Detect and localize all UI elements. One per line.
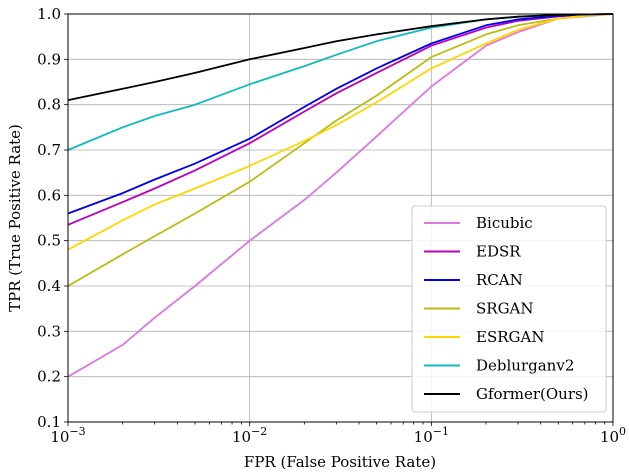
y-tick-label: 0.3	[37, 322, 61, 340]
x-tick-label: 10−3	[50, 425, 85, 446]
series-line-rcan	[67, 13, 614, 215]
legend-label: Bicubic	[476, 214, 533, 232]
y-tick-label: 1.0	[37, 5, 61, 23]
series-line-gformer-ours	[67, 13, 614, 101]
legend-label: Deblurganv2	[476, 357, 574, 375]
legend-label: Gformer(Ours)	[476, 385, 589, 403]
y-tick-label: 0.4	[37, 277, 61, 295]
series-lines	[67, 13, 614, 378]
x-tick-label: 10−1	[414, 425, 449, 446]
series-line-edsr	[67, 13, 614, 226]
x-axis-title: FPR (False Positive Rate)	[244, 453, 436, 471]
y-tick-label: 0.8	[37, 96, 61, 114]
y-axis-title: TPR (True Positive Rate)	[6, 124, 24, 312]
legend-label: EDSR	[476, 243, 521, 261]
y-tick-label: 0.5	[37, 232, 61, 250]
x-tick-label: 10−2	[232, 425, 267, 446]
axis-ticks: 0.1 0.2 0.3 0.4 0.5 0.6 0.7 0.8 0.9 1.0 10−3 10−2 10…	[37, 5, 626, 446]
legend-box	[411, 205, 607, 413]
y-tick-label: 0.9	[37, 50, 61, 68]
legend-label: ESRGAN	[476, 328, 544, 346]
y-tick-label: 0.7	[37, 141, 61, 159]
y-tick-label: 0.6	[37, 186, 61, 204]
series-line-deblurganv2	[67, 13, 614, 151]
legend-label: RCAN	[476, 271, 523, 289]
plot-frame	[67, 13, 614, 423]
legend-label: SRGAN	[476, 300, 534, 318]
x-tick-label: 100	[600, 425, 626, 446]
series-line-esrgan	[67, 13, 614, 251]
legend: Bicubic EDSR RCAN SRGAN ESRGAN Deblurganv2 Gfo…	[411, 205, 607, 413]
y-tick-label: 0.1	[37, 413, 61, 431]
y-tick-label: 0.2	[37, 368, 61, 386]
